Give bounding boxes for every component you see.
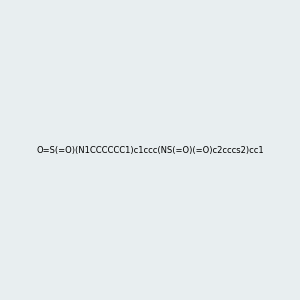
- Text: O=S(=O)(N1CCCCCC1)c1ccc(NS(=O)(=O)c2cccs2)cc1: O=S(=O)(N1CCCCCC1)c1ccc(NS(=O)(=O)c2cccs…: [36, 146, 264, 154]
